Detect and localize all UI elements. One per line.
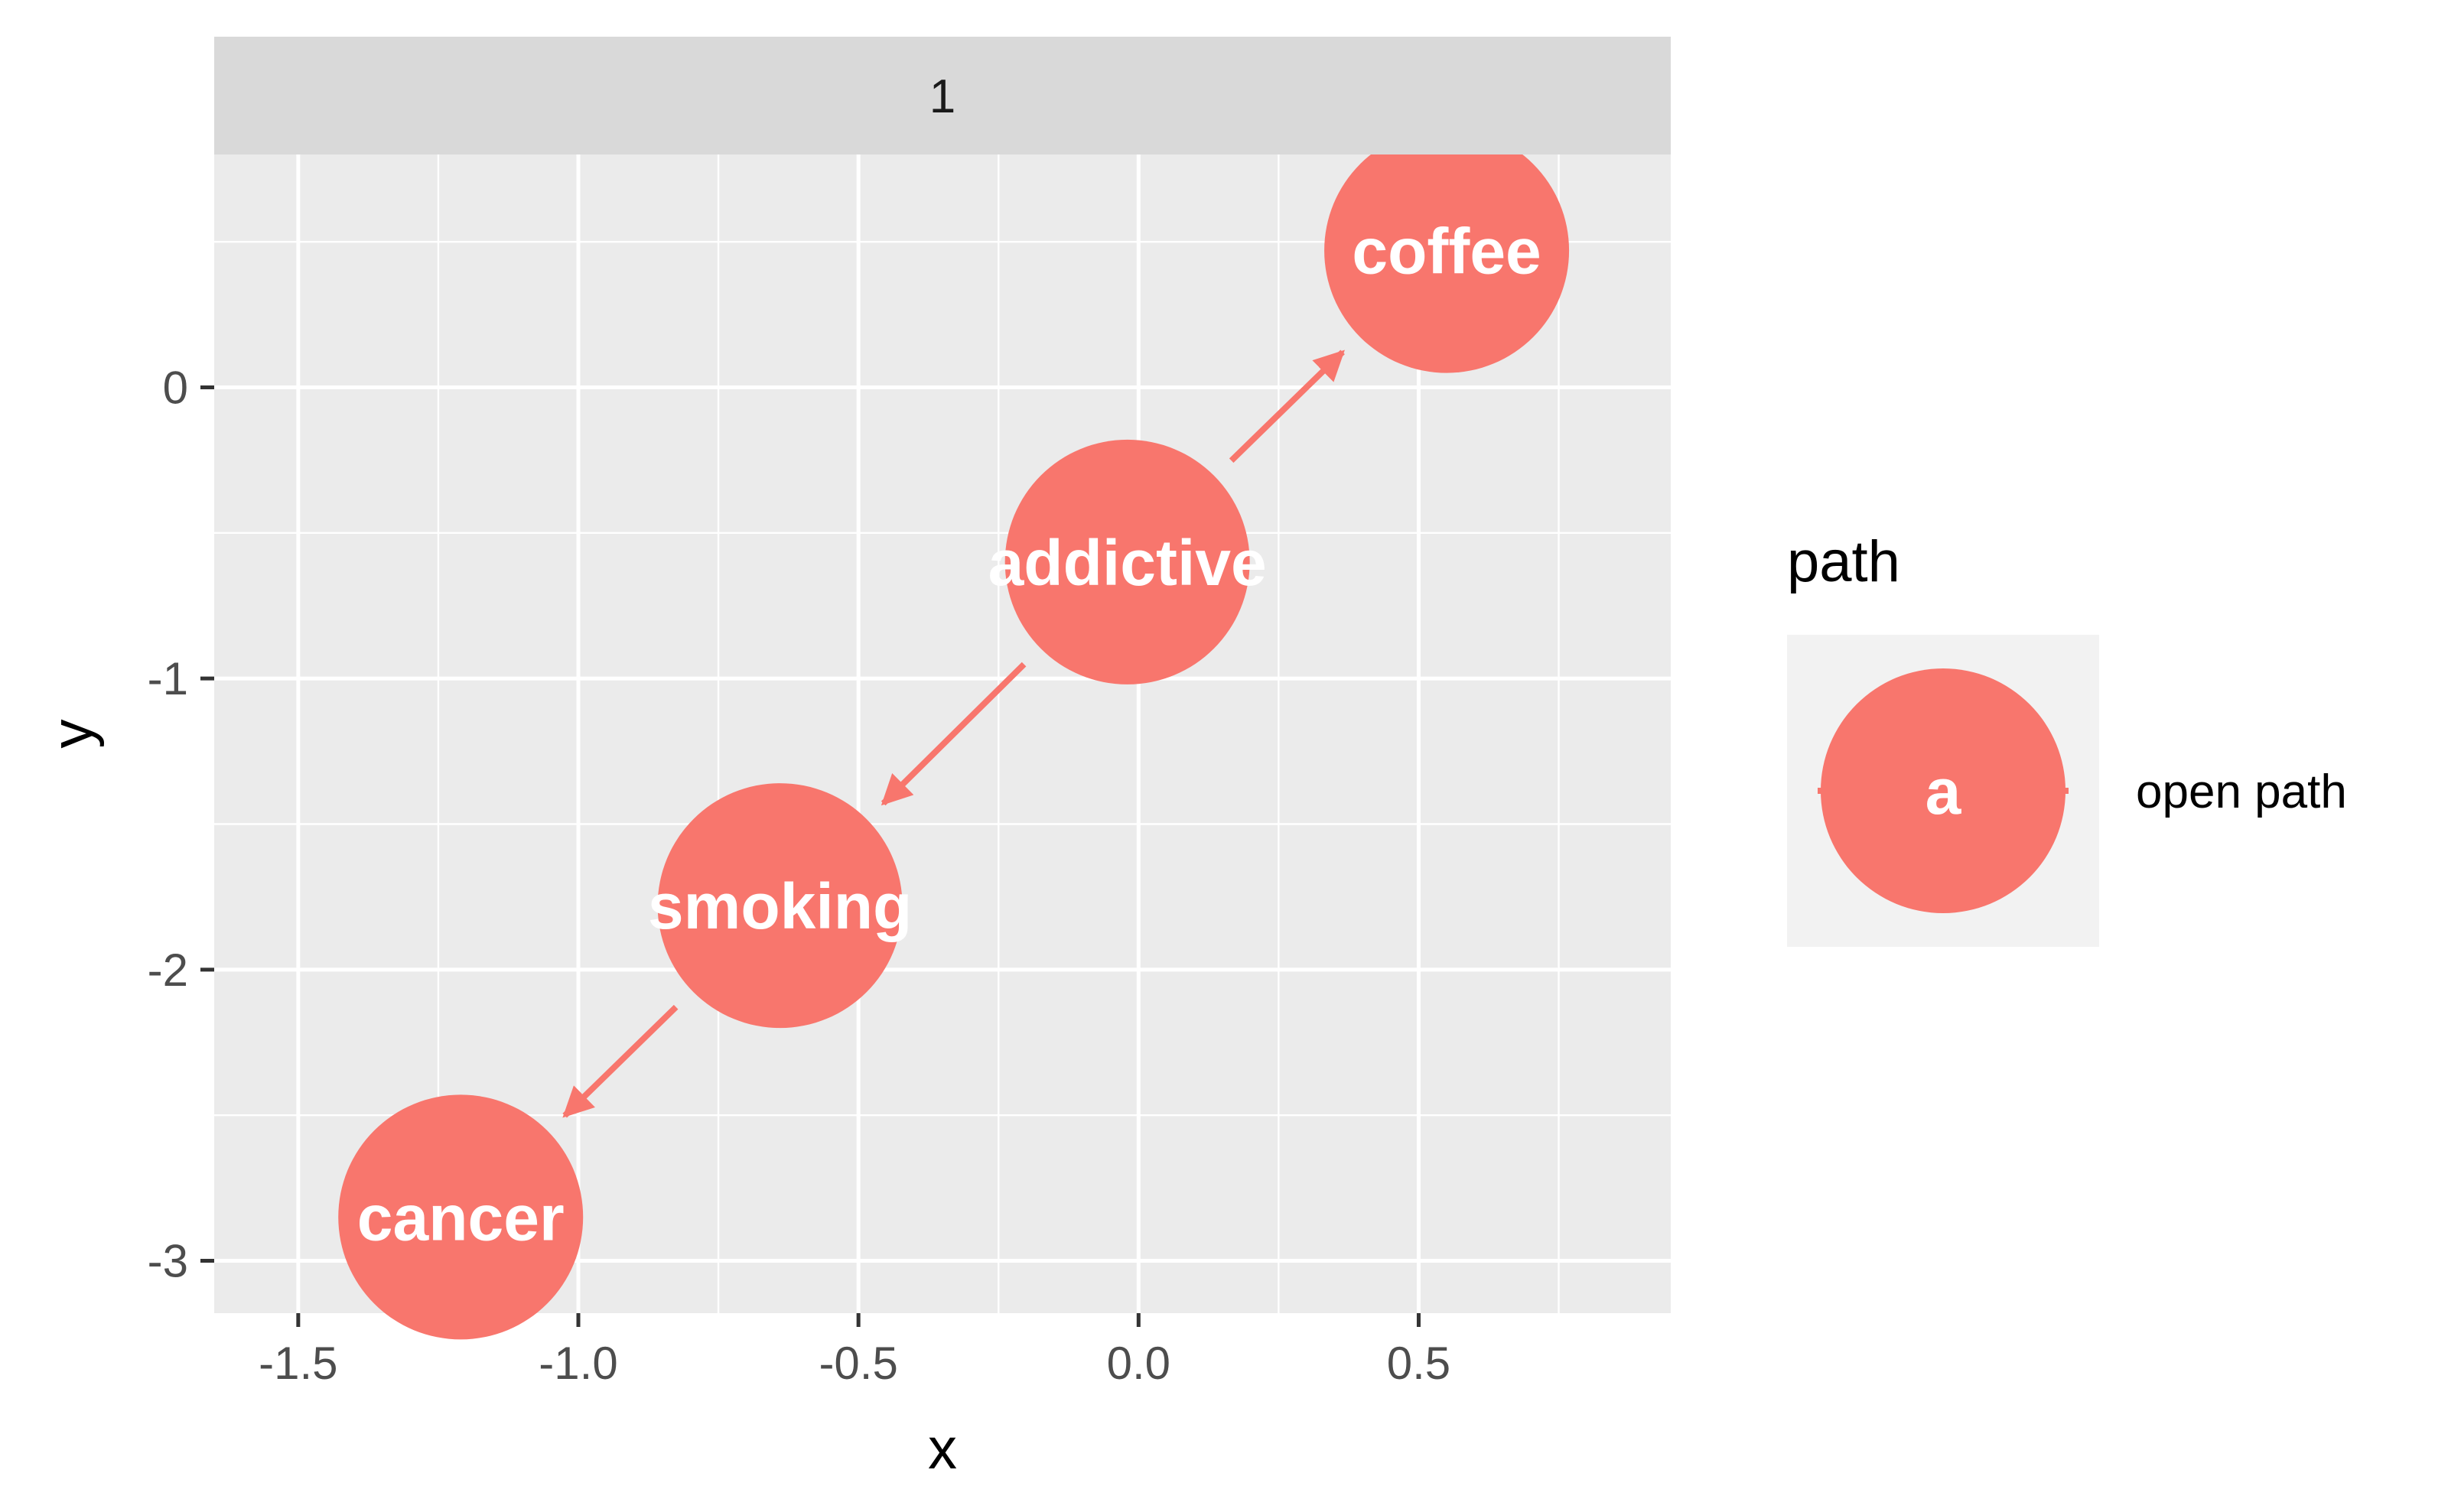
legend-entry-label: open path xyxy=(2136,766,2347,818)
minor-gridlines xyxy=(214,154,1671,1313)
edge-smoking-cancer xyxy=(562,1004,679,1118)
x-tick-label: -1.5 xyxy=(259,1338,337,1389)
node-smoking xyxy=(657,783,903,1029)
y-tick-label: 0 xyxy=(163,363,188,414)
facet-strip xyxy=(214,37,1671,154)
x-tick-label: -1.0 xyxy=(539,1338,617,1389)
x-tick-label: 0.0 xyxy=(1107,1338,1170,1389)
nodes-layer: coffee addictive smoking cancer xyxy=(338,128,1570,1340)
edges-layer xyxy=(562,350,1345,1118)
facet-strip-label: 1 xyxy=(929,70,955,123)
y-tick-label: -3 xyxy=(148,1235,188,1286)
x-tick-label: 0.5 xyxy=(1387,1338,1450,1389)
legend-title: path xyxy=(1787,529,1900,594)
y-tick-label: -1 xyxy=(148,653,188,704)
legend: path a open path xyxy=(1787,529,2347,947)
node-coffee xyxy=(1324,128,1570,373)
node-cancer xyxy=(338,1094,584,1340)
node-label-smoking: smoking xyxy=(648,870,912,942)
node-label-addictive: addictive xyxy=(988,527,1267,599)
legend-key-glyph: a xyxy=(1926,756,1962,828)
x-axis: -1.5 -1.0 -0.5 0.0 0.5 xyxy=(259,1313,1450,1389)
node-label-coffee: coffee xyxy=(1352,216,1541,288)
y-axis-title: y xyxy=(40,720,105,749)
edge-addictive-smoking xyxy=(881,662,1027,806)
node-label-cancer: cancer xyxy=(357,1182,565,1253)
y-axis: 0 -1 -2 -3 xyxy=(148,363,214,1286)
node-addictive xyxy=(1004,439,1250,684)
x-tick-label: -0.5 xyxy=(819,1338,897,1389)
y-tick-label: -2 xyxy=(148,945,188,996)
edge-addictive-coffee xyxy=(1229,350,1345,463)
x-axis-title: x xyxy=(928,1416,957,1481)
legend-key-circle xyxy=(1821,668,2066,913)
